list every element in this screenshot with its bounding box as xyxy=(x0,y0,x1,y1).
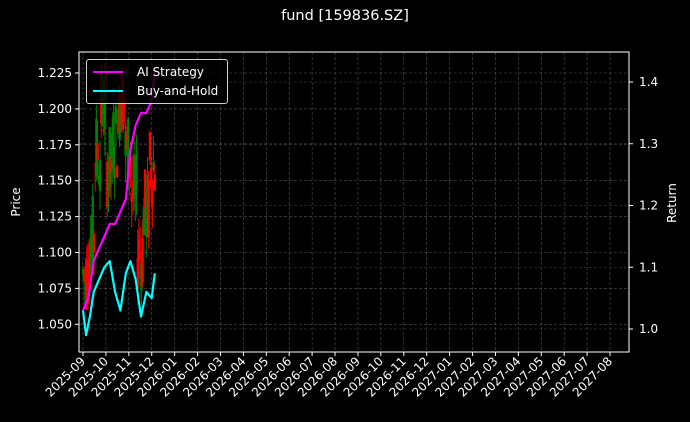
legend-label: Buy-and-Hold xyxy=(137,84,219,98)
svg-text:1.125: 1.125 xyxy=(38,210,72,224)
x-axis: 2025-092025-102025-112025-122026-012026-… xyxy=(43,352,615,400)
svg-text:1.1: 1.1 xyxy=(639,260,658,274)
svg-text:Price: Price xyxy=(9,187,23,216)
plot-frame xyxy=(78,51,630,353)
left-axis: 1.050 1.075 1.100 1.125 1.150 1.175 1.200 1.225… xyxy=(9,66,79,331)
legend: AI Strategy Buy-and-Hold xyxy=(86,59,228,104)
legend-item-buy-and-hold: Buy-and-Hold xyxy=(93,82,218,100)
right-axis: 1.0 1.1 1.2 1.3 1.4 Return xyxy=(629,75,679,336)
svg-text:1.050: 1.050 xyxy=(38,317,72,331)
svg-text:1.225: 1.225 xyxy=(38,66,72,80)
svg-text:Return: Return xyxy=(665,183,679,223)
legend-label: AI Strategy xyxy=(137,65,204,79)
svg-text:1.100: 1.100 xyxy=(38,246,72,260)
legend-item-ai-strategy: AI Strategy xyxy=(93,63,204,81)
svg-text:1.0: 1.0 xyxy=(639,322,658,336)
svg-text:1.3: 1.3 xyxy=(639,137,658,151)
buy-and-hold-line xyxy=(81,260,156,337)
svg-text:1.4: 1.4 xyxy=(639,75,658,89)
ai-strategy-line xyxy=(81,69,156,311)
svg-text:1.200: 1.200 xyxy=(38,102,72,116)
chart-title: fund [159836.SZ] xyxy=(281,8,409,24)
svg-text:1.150: 1.150 xyxy=(38,174,72,188)
svg-text:1.075: 1.075 xyxy=(38,281,72,295)
legend-swatch-magenta-icon xyxy=(93,70,123,74)
svg-text:1.2: 1.2 xyxy=(639,199,658,213)
svg-text:1.175: 1.175 xyxy=(38,138,72,152)
legend-swatch-cyan-icon xyxy=(93,89,123,93)
